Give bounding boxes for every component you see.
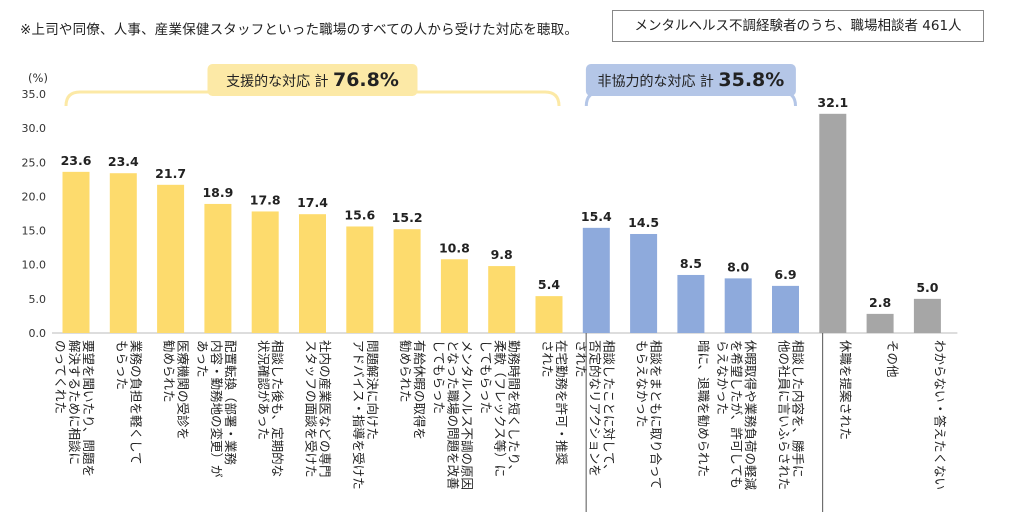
category-label: その他 [885, 340, 900, 378]
bar-18 [866, 313, 894, 333]
supportive-total-label: 支援的な対応 計 76.8% [226, 69, 399, 91]
bar-8 [393, 229, 421, 333]
y-tick-label: 35.0 [22, 88, 47, 101]
bar-6 [299, 214, 326, 333]
bar-2 [109, 173, 137, 333]
bar-value-label: 14.5 [628, 215, 659, 230]
y-tick-label: 20.0 [22, 190, 47, 203]
bar-value-label: 10.8 [439, 240, 470, 255]
category-label: あった [195, 340, 210, 378]
bar-7 [346, 226, 374, 333]
y-tick-label: 0.0 [29, 327, 47, 340]
bar-3 [157, 184, 185, 333]
category-label: 解決するために相談に [67, 340, 82, 465]
category-label: 相談した内容を、勝手に [791, 340, 806, 478]
category-label: 状況確認があった [256, 340, 271, 440]
category-label: 問題解決に向けた [365, 340, 380, 440]
category-label: 相談したことに対して、 [601, 340, 616, 477]
category-label: もらった [114, 340, 129, 390]
bar-12 [582, 227, 610, 333]
category-label: 他の社員に言いふらされた [777, 340, 792, 490]
category-label: のってくれた [53, 340, 68, 414]
category-label: らえなかった [715, 340, 730, 415]
bar-value-label: 21.7 [155, 166, 186, 181]
category-label: 暗に、退職を勧められた [696, 340, 711, 477]
category-label: もらえなかった [635, 340, 650, 428]
category-label: 在宅勤務を許可・推奨 [554, 340, 569, 466]
category-label: 相談した後も、定期的な [270, 340, 285, 477]
bar-value-label: 32.1 [817, 95, 848, 110]
category-label: 勧められた [398, 340, 413, 403]
bar-value-label: 17.8 [250, 192, 281, 207]
bar-13 [630, 233, 658, 333]
y-tick-label: 5.0 [29, 293, 47, 306]
supportive-total-value: 76.8% [333, 69, 399, 91]
bar-value-label: 8.5 [680, 256, 702, 271]
uncooperative-total-pill [585, 64, 796, 96]
bar-value-label: 8.0 [727, 259, 749, 274]
bar-value-label: 23.4 [108, 154, 139, 169]
y-tick-label: 15.0 [22, 225, 47, 238]
category-label: となった職場の問題を改善 [445, 340, 460, 490]
category-label: 医療機関の受診を [176, 340, 191, 440]
bar-19 [913, 298, 941, 333]
bar-4 [204, 203, 232, 333]
bar-17 [819, 113, 847, 333]
bar-5 [251, 211, 279, 333]
bar-value-label: 5.0 [916, 280, 938, 295]
bar-16 [772, 285, 799, 333]
supportive-total-pill [207, 64, 418, 96]
y-axis-unit: (%) [28, 71, 48, 85]
bar-value-label: 18.9 [202, 185, 233, 200]
survey-note: ※上司や同僚、人事、産業保健スタッフといった職場のすべての人から受けた対応を聴取… [20, 22, 579, 38]
y-tick-label: 25.0 [22, 156, 47, 169]
category-label: してもらった [479, 340, 494, 414]
category-label: 内容・勤務地の変更）が [209, 340, 224, 478]
bar-value-label: 15.6 [344, 207, 375, 222]
supportive-total-title: 支援的な対応 計 [226, 74, 333, 90]
category-label: 相談をまともに取り合って [649, 340, 664, 489]
bar-11 [535, 296, 563, 333]
bar-15 [724, 278, 752, 333]
category-label: わからない・答えたくない [932, 340, 947, 490]
category-label: 要望を聞いたり、問題を [81, 340, 96, 477]
bar-14 [677, 274, 705, 333]
category-label: 休暇取得や業務負荷の軽減 [743, 340, 758, 491]
category-label: アドバイス・指導を受けた [351, 340, 366, 490]
bar-value-label: 2.8 [869, 295, 891, 310]
category-label: 休職を提案された [838, 340, 853, 440]
category-label: してもらった [431, 340, 446, 414]
y-tick-label: 10.0 [22, 259, 47, 272]
category-label: スタッフの面談を受けた [304, 340, 319, 478]
y-tick-label: 30.0 [22, 122, 47, 135]
category-label: を希望したが、許可しても [729, 340, 744, 489]
bar-value-label: 17.4 [297, 195, 328, 210]
category-label: された [573, 340, 588, 378]
sample-size-box: メンタルヘルス不調経験者のうち、職場相談者 461人 [612, 10, 984, 42]
bar-value-label: 15.2 [392, 210, 423, 225]
uncooperative-total-title: 非協力的な対応 計 [597, 74, 718, 90]
category-label: 業務の負担を軽くして [128, 340, 143, 465]
category-label: 勤務時間を短くしたり、 [507, 340, 522, 477]
category-label: 社内の産業医などの専門 [318, 340, 333, 478]
category-label: 有給休暇の取得を [412, 340, 427, 440]
uncooperative-total-label: 非協力的な対応 計 35.8% [597, 69, 784, 91]
category-label: 勧められた [162, 340, 177, 403]
category-label: メンタルヘルス不調の原因 [459, 340, 474, 490]
bar-value-label: 9.8 [491, 247, 513, 262]
bar-value-label: 6.9 [774, 267, 796, 282]
bar-1 [62, 171, 90, 333]
bar-value-label: 15.4 [581, 209, 612, 224]
bar-value-label: 5.4 [538, 277, 560, 292]
category-label: された [540, 340, 555, 378]
bar-9 [440, 259, 468, 333]
category-label: 柔軟（フレックス等）に [493, 340, 508, 477]
uncooperative-total-value: 35.8% [718, 69, 784, 91]
bar-10 [488, 266, 516, 333]
category-label: 配置転換（部署・業務 [223, 340, 238, 466]
category-label: 否定的なリアクションを [587, 340, 602, 477]
bar-value-label: 23.6 [61, 153, 92, 168]
